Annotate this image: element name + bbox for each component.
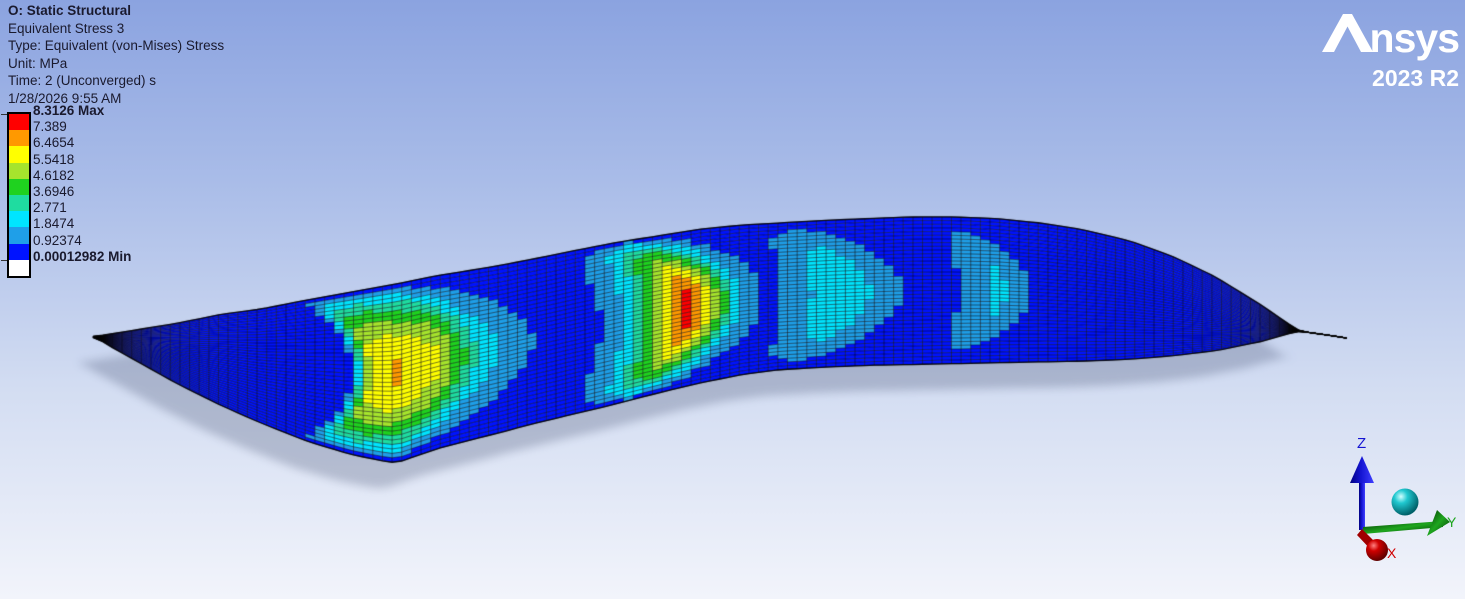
- svg-text:X: X: [1387, 545, 1397, 561]
- svg-text:nsys: nsys: [1370, 15, 1459, 61]
- svg-text:Z: Z: [1357, 435, 1366, 452]
- svg-text:Y: Y: [1447, 514, 1457, 530]
